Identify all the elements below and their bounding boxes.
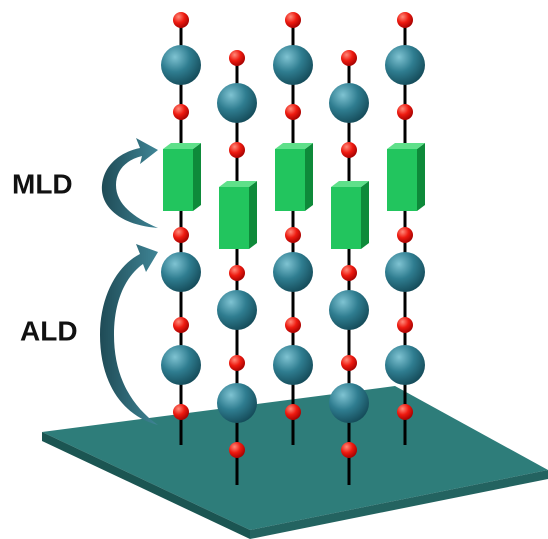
- oxygen-atom: [341, 50, 357, 66]
- oxygen-atom: [229, 355, 245, 371]
- mld-label: MLD: [12, 168, 73, 199]
- oxygen-atom: [397, 317, 413, 333]
- mld-arrow: [101, 138, 158, 228]
- organic-block: [387, 149, 417, 211]
- oxygen-atom: [397, 12, 413, 28]
- metal-atom: [161, 45, 201, 85]
- metal-atom: [217, 83, 257, 123]
- substrate-side: [250, 470, 548, 539]
- oxygen-atom: [285, 104, 301, 120]
- ald-arrow: [100, 244, 158, 425]
- oxygen-atom: [173, 12, 189, 28]
- metal-atom: [217, 290, 257, 330]
- oxygen-atom: [397, 104, 413, 120]
- metal-atom: [273, 252, 313, 292]
- metal-atom: [385, 345, 425, 385]
- oxygen-atom: [285, 317, 301, 333]
- organic-block-side: [361, 181, 369, 249]
- organic-block-side: [193, 143, 201, 211]
- organic-block: [331, 187, 361, 249]
- chains: [161, 12, 425, 485]
- oxygen-atom: [341, 442, 357, 458]
- organic-block-top: [331, 181, 369, 187]
- substrate-front: [42, 432, 250, 539]
- oxygen-atom: [229, 50, 245, 66]
- organic-block-top: [219, 181, 257, 187]
- oxygen-atom: [285, 12, 301, 28]
- oxygen-atom: [341, 265, 357, 281]
- oxygen-atom: [397, 227, 413, 243]
- organic-block-side: [305, 143, 313, 211]
- metal-atom: [273, 45, 313, 85]
- metal-atom: [385, 252, 425, 292]
- oxygen-atom: [285, 227, 301, 243]
- oxygen-atom: [285, 404, 301, 420]
- organic-block-top: [163, 143, 201, 149]
- metal-atom: [329, 383, 369, 423]
- metal-atom: [161, 345, 201, 385]
- organic-block-top: [275, 143, 313, 149]
- metal-atom: [385, 45, 425, 85]
- oxygen-atom: [173, 104, 189, 120]
- metal-atom: [329, 83, 369, 123]
- oxygen-atom: [229, 442, 245, 458]
- substrate-top: [42, 386, 548, 530]
- oxygen-atom: [341, 142, 357, 158]
- organic-block-side: [249, 181, 257, 249]
- organic-block: [219, 187, 249, 249]
- oxygen-atom: [173, 317, 189, 333]
- oxygen-atom: [173, 404, 189, 420]
- oxygen-atom: [397, 404, 413, 420]
- oxygen-atom: [341, 355, 357, 371]
- metal-atom: [273, 345, 313, 385]
- oxygen-atom: [229, 142, 245, 158]
- oxygen-atom: [229, 265, 245, 281]
- metal-atom: [217, 383, 257, 423]
- organic-block: [275, 149, 305, 211]
- oxygen-atom: [173, 227, 189, 243]
- ald-label: ALD: [20, 315, 78, 346]
- metal-atom: [329, 290, 369, 330]
- metal-atom: [161, 252, 201, 292]
- organic-block: [163, 149, 193, 211]
- organic-block-top: [387, 143, 425, 149]
- organic-block-side: [417, 143, 425, 211]
